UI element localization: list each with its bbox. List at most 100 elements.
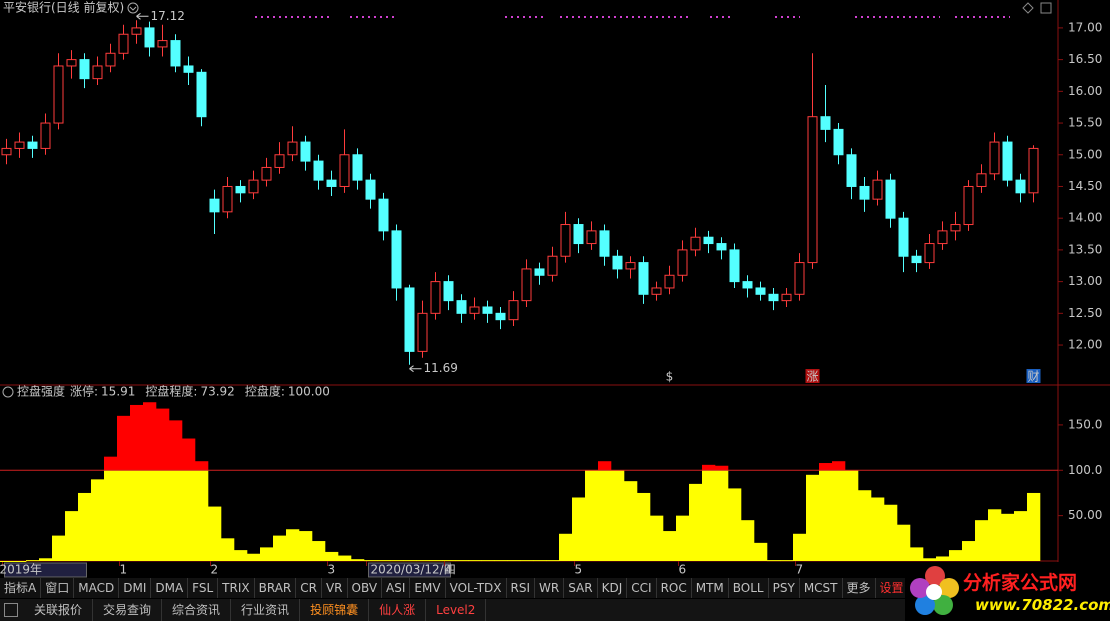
bar	[403, 560, 417, 562]
bar	[975, 520, 989, 561]
bar-over	[117, 415, 131, 471]
bar	[871, 497, 885, 561]
candle-body	[482, 306, 493, 314]
menu-icon[interactable]	[127, 2, 139, 14]
tab[interactable]: MTM	[692, 578, 729, 598]
tab[interactable]: BOLL	[729, 578, 769, 598]
x-tick-label: 2019年	[0, 563, 42, 577]
tab[interactable]: VOL-TDX	[446, 578, 507, 598]
panel-icon[interactable]	[4, 603, 18, 617]
bar	[91, 479, 105, 561]
bar	[780, 560, 794, 562]
legend-label: 控盘程度:	[145, 384, 197, 399]
candle-body	[1028, 147, 1039, 194]
tab[interactable]: FSL	[188, 578, 219, 598]
y-tick-label: 150.0	[1068, 417, 1102, 431]
tab[interactable]: SAR	[564, 578, 598, 598]
candle-body	[456, 300, 467, 314]
tab[interactable]: 关联报价	[24, 599, 94, 621]
tab[interactable]: 更多	[843, 578, 876, 598]
tab[interactable]: 窗口	[41, 578, 75, 598]
bar	[13, 561, 27, 562]
tab[interactable]: 设置	[876, 578, 909, 598]
tab[interactable]: CR	[296, 578, 322, 598]
bar	[1014, 511, 1028, 561]
bar	[637, 492, 651, 561]
tab[interactable]: PSY	[769, 578, 800, 598]
tab[interactable]: VR	[322, 578, 348, 598]
candle-body	[417, 312, 428, 352]
bar-over	[169, 420, 183, 471]
candle-body	[443, 281, 454, 302]
tab[interactable]: DMI	[119, 578, 152, 598]
tab[interactable]: 投顾锦囊	[300, 599, 370, 621]
bar	[962, 541, 976, 561]
candle-body	[937, 230, 948, 245]
candle-body	[326, 179, 337, 187]
candle-body	[196, 71, 207, 118]
y-tick-label: 17.00	[1068, 20, 1102, 34]
tab[interactable]: BRAR	[255, 578, 297, 598]
legend-label: 涨停:	[70, 384, 98, 399]
tab[interactable]: DMA	[151, 578, 189, 598]
diamond-icon[interactable]	[1022, 2, 1034, 14]
y-tick-label: 12.50	[1068, 306, 1102, 320]
bar	[169, 470, 183, 561]
bar	[520, 560, 534, 562]
window-icon[interactable]	[1040, 2, 1052, 14]
tab[interactable]: MCST	[800, 578, 843, 598]
candle-body	[170, 40, 181, 67]
tab[interactable]: CCI	[627, 578, 657, 598]
bar	[104, 470, 118, 561]
candle-body	[105, 52, 116, 67]
annotation-arrow	[136, 12, 149, 20]
tab[interactable]: 仙人涨	[369, 599, 427, 621]
candle-body	[40, 122, 51, 149]
bar	[377, 560, 391, 562]
annotation-label: 11.69	[424, 361, 458, 375]
bar	[416, 560, 430, 562]
indicator-icon[interactable]	[2, 386, 14, 398]
tab[interactable]: 交易查询	[93, 599, 163, 621]
tab[interactable]: ROC	[657, 578, 692, 598]
tab[interactable]: TRIX	[218, 578, 255, 598]
tab[interactable]: ASI	[382, 578, 411, 598]
tab[interactable]: KDJ	[598, 578, 628, 598]
bar	[559, 533, 573, 561]
bar	[910, 547, 924, 561]
bar	[494, 560, 508, 562]
tab[interactable]: Level2	[426, 599, 487, 621]
y-tick-label: 12.00	[1068, 338, 1102, 352]
candle-body	[586, 230, 597, 245]
x-tick-label: 7	[796, 563, 804, 577]
tab[interactable]: MACD	[74, 578, 120, 598]
tab[interactable]: 行业资讯	[231, 599, 301, 621]
y-tick-label: 100.0	[1068, 463, 1102, 477]
bar	[143, 470, 157, 561]
tab[interactable]: EMV	[410, 578, 446, 598]
event-marker-bg	[805, 369, 820, 383]
legend-value: 73.92	[200, 385, 234, 399]
tab[interactable]: WR	[535, 578, 565, 598]
candle-body	[118, 33, 129, 54]
bar	[845, 470, 859, 561]
bar	[1027, 492, 1041, 561]
y-tick-label: 14.00	[1068, 211, 1102, 225]
bar	[260, 547, 274, 561]
bar-over	[702, 464, 716, 471]
tab[interactable]: 指标A	[0, 578, 42, 598]
candle-body	[807, 116, 818, 264]
candle-body	[625, 262, 636, 270]
bar-over	[832, 461, 846, 471]
tab[interactable]: 综合资讯	[162, 599, 232, 621]
tab[interactable]: OBV	[348, 578, 383, 598]
bar	[572, 497, 586, 561]
candle-body	[144, 27, 155, 48]
bar	[78, 492, 92, 561]
bar	[585, 470, 599, 561]
candle-body	[846, 154, 857, 187]
tab[interactable]: RSI	[507, 578, 536, 598]
candle-body	[664, 274, 675, 289]
x-tick-label: 2020/03/12/四	[371, 563, 456, 577]
bar	[39, 558, 53, 561]
